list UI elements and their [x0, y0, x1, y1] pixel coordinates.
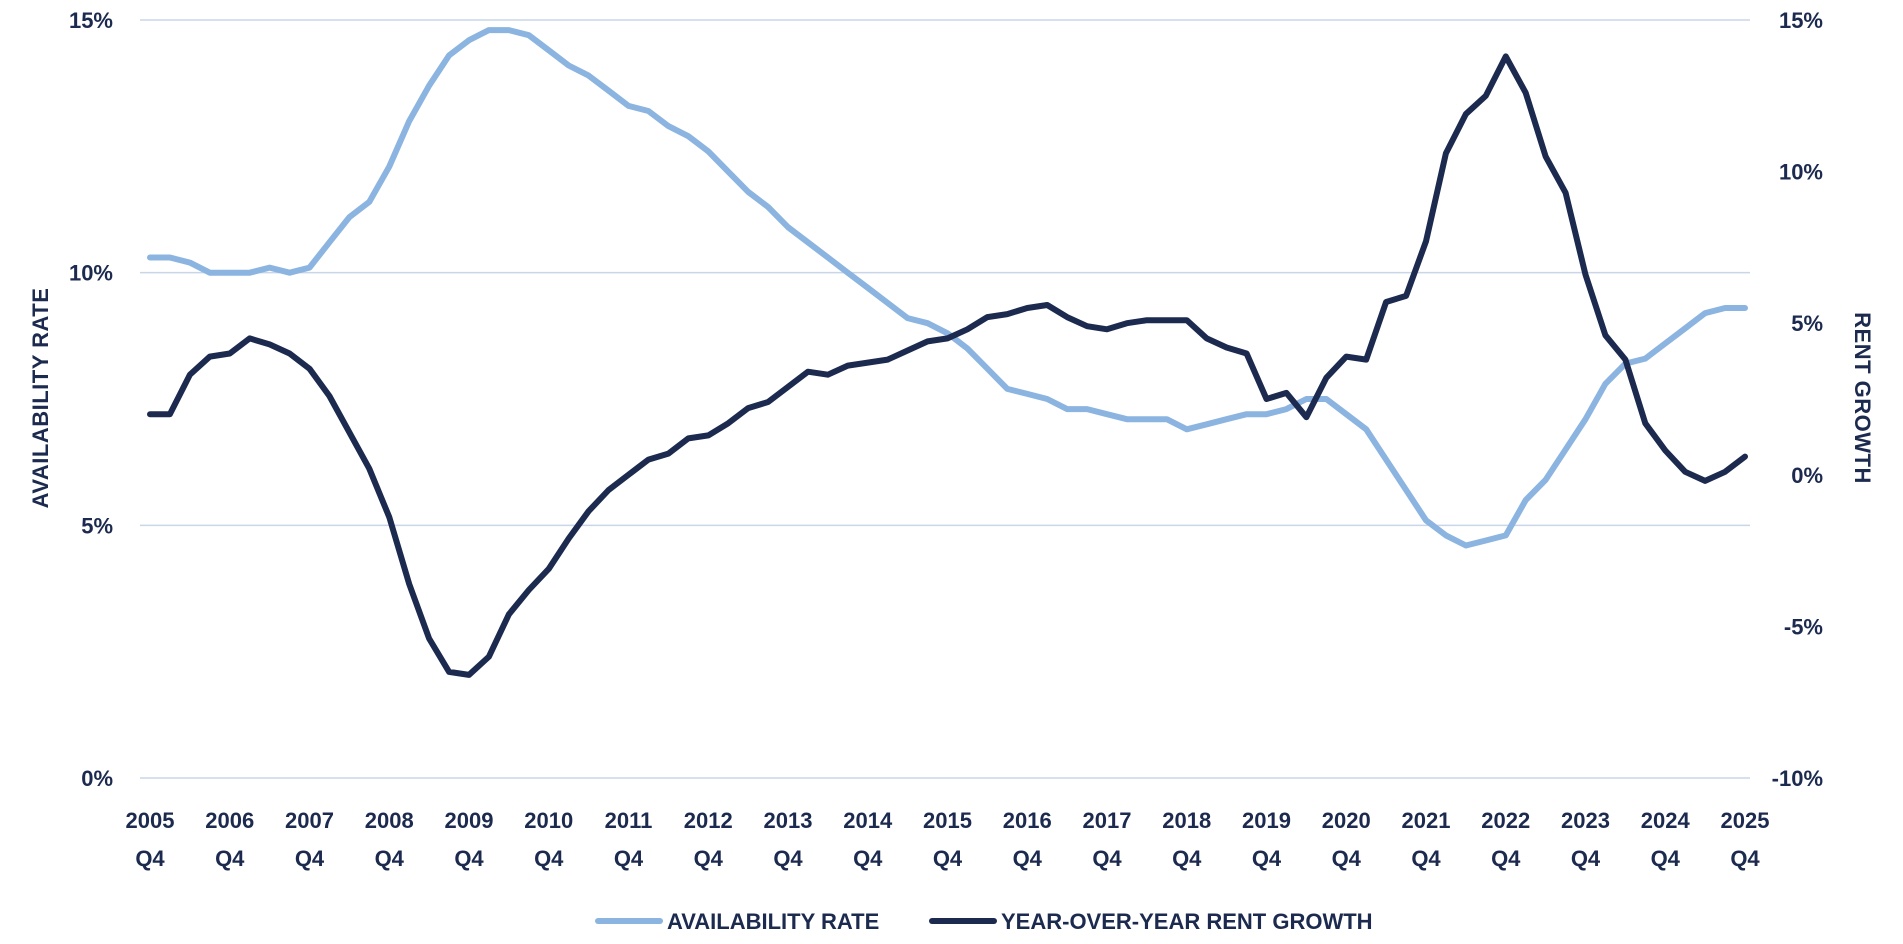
series-lines: [147, 27, 1748, 678]
left-axis-ticks: 0% 5% 10% 15%: [69, 8, 113, 791]
legend-label-availability-rate: AVAILABILITY RATE: [667, 909, 879, 934]
left-tick-label: 5%: [81, 513, 113, 538]
right-tick-label: 5%: [1791, 311, 1823, 336]
x-tick-label-year: 2006: [205, 808, 254, 833]
left-tick-label: 15%: [69, 8, 113, 33]
x-tick-label-year: 2011: [605, 808, 653, 833]
x-tick-label-quarter: Q4: [215, 846, 245, 871]
left-tick-label: 10%: [69, 261, 113, 286]
x-tick-label-quarter: Q4: [1651, 846, 1681, 871]
legend: AVAILABILITY RATE YEAR-OVER-YEAR RENT GR…: [595, 909, 1373, 934]
x-tick-label-quarter: Q4: [614, 846, 644, 871]
x-tick-label-quarter: Q4: [773, 846, 803, 871]
x-tick-label-quarter: Q4: [1730, 846, 1760, 871]
right-tick-label: -10%: [1772, 766, 1823, 791]
x-tick-label-year: 2023: [1561, 808, 1610, 833]
x-axis-ticks: 2005 Q4 2006 Q4 2007 Q4 2008 Q4 2009 Q4 2010 Q4 2011…: [126, 808, 1770, 871]
x-tick-label-year: 2013: [764, 808, 813, 833]
right-tick-label: 15%: [1779, 8, 1823, 33]
right-axis-ticks: -10% -5% 0% 5% 10% 15%: [1772, 8, 1823, 791]
x-tick-label-year: 2008: [365, 808, 414, 833]
legend-label-rent-growth: YEAR-OVER-YEAR RENT GROWTH: [1001, 909, 1373, 934]
series-line-rent-growth: [147, 53, 1748, 678]
series-line-availability-rate: [147, 27, 1748, 549]
right-tick-label: 0%: [1791, 463, 1823, 488]
x-tick-label-year: 2021: [1402, 808, 1451, 833]
x-tick-label-year: 2016: [1003, 808, 1052, 833]
x-tick-label-year: 2005: [126, 808, 175, 833]
right-tick-label: 10%: [1779, 160, 1823, 185]
x-tick-label-year: 2012: [684, 808, 733, 833]
right-tick-label: -5%: [1784, 614, 1823, 639]
x-tick-label-year: 2007: [285, 808, 334, 833]
x-tick-label-quarter: Q4: [375, 846, 405, 871]
x-tick-label-year: 2010: [524, 808, 573, 833]
x-tick-label-year: 2022: [1481, 808, 1530, 833]
x-tick-label-year: 2019: [1242, 808, 1291, 833]
x-tick-label-quarter: Q4: [1172, 846, 1202, 871]
x-tick-label-quarter: Q4: [694, 846, 724, 871]
x-tick-label-year: 2025: [1721, 808, 1770, 833]
x-tick-label-year: 2020: [1322, 808, 1371, 833]
x-tick-label-year: 2009: [445, 808, 494, 833]
x-tick-label-quarter: Q4: [853, 846, 883, 871]
x-tick-label-quarter: Q4: [135, 846, 165, 871]
left-axis-title: AVAILABILITY RATE: [28, 288, 53, 509]
x-tick-label-quarter: Q4: [534, 846, 564, 871]
x-tick-label-year: 2017: [1083, 808, 1132, 833]
x-tick-label-year: 2015: [923, 808, 972, 833]
x-tick-label-quarter: Q4: [1332, 846, 1362, 871]
gridlines: [140, 19, 1750, 779]
x-tick-label-year: 2014: [843, 808, 893, 833]
x-tick-label-year: 2024: [1641, 808, 1691, 833]
x-tick-label-quarter: Q4: [1411, 846, 1441, 871]
x-tick-label-year: 2018: [1162, 808, 1211, 833]
x-tick-label-quarter: Q4: [1252, 846, 1282, 871]
right-axis-title: RENT GROWTH: [1850, 312, 1875, 484]
x-tick-label-quarter: Q4: [1491, 846, 1521, 871]
x-tick-label-quarter: Q4: [295, 846, 325, 871]
x-tick-label-quarter: Q4: [1571, 846, 1601, 871]
x-tick-label-quarter: Q4: [1013, 846, 1043, 871]
x-tick-label-quarter: Q4: [933, 846, 963, 871]
left-tick-label: 0%: [81, 766, 113, 791]
x-tick-label-quarter: Q4: [1092, 846, 1122, 871]
x-tick-label-quarter: Q4: [454, 846, 484, 871]
